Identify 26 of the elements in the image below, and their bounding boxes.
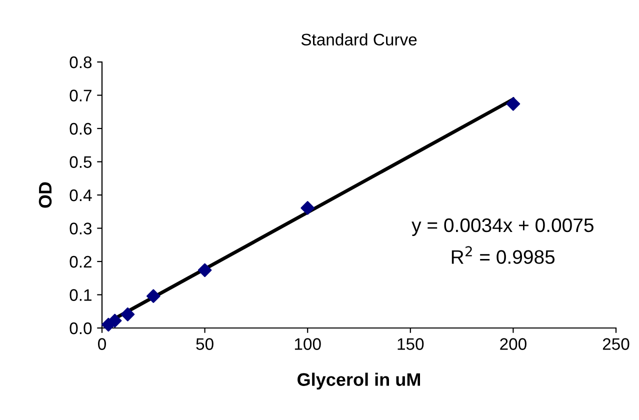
point	[506, 96, 520, 111]
x-tick-label: 100	[294, 338, 321, 350]
annotation: R$^{2}$ = 0.9985	[452, 246, 555, 264]
y-tick-label: 0.0	[70, 322, 92, 334]
y-axis-title: OD	[38, 182, 52, 208]
point	[108, 314, 122, 328]
y-tick-label: 0.4	[70, 189, 92, 202]
x-tick-label: 250	[602, 338, 630, 350]
x-tick-label: 50	[196, 338, 214, 350]
point	[198, 263, 212, 278]
y-tick-label: 0.2	[70, 256, 92, 268]
x-tick-label: 150	[398, 338, 424, 350]
point	[146, 289, 160, 303]
y-tick-label: 0.1	[70, 289, 92, 301]
y-tick-label: 0.6	[70, 122, 92, 135]
annotation: y = 0.0034x + 0.0075	[412, 218, 594, 236]
point	[120, 307, 135, 322]
y-tick-label: 0.3	[70, 222, 92, 234]
chart-title: Standard Curve	[301, 33, 417, 46]
point	[300, 201, 315, 215]
y-tick-label: 0.7	[70, 90, 92, 102]
x-tick-label: 0	[98, 338, 106, 350]
x-axis-title: Glycerol in uM	[298, 372, 420, 390]
x-tick-label: 200	[500, 338, 526, 350]
y-tick-label: 0.8	[70, 56, 92, 68]
y-tick-label: 0.5	[70, 156, 92, 168]
